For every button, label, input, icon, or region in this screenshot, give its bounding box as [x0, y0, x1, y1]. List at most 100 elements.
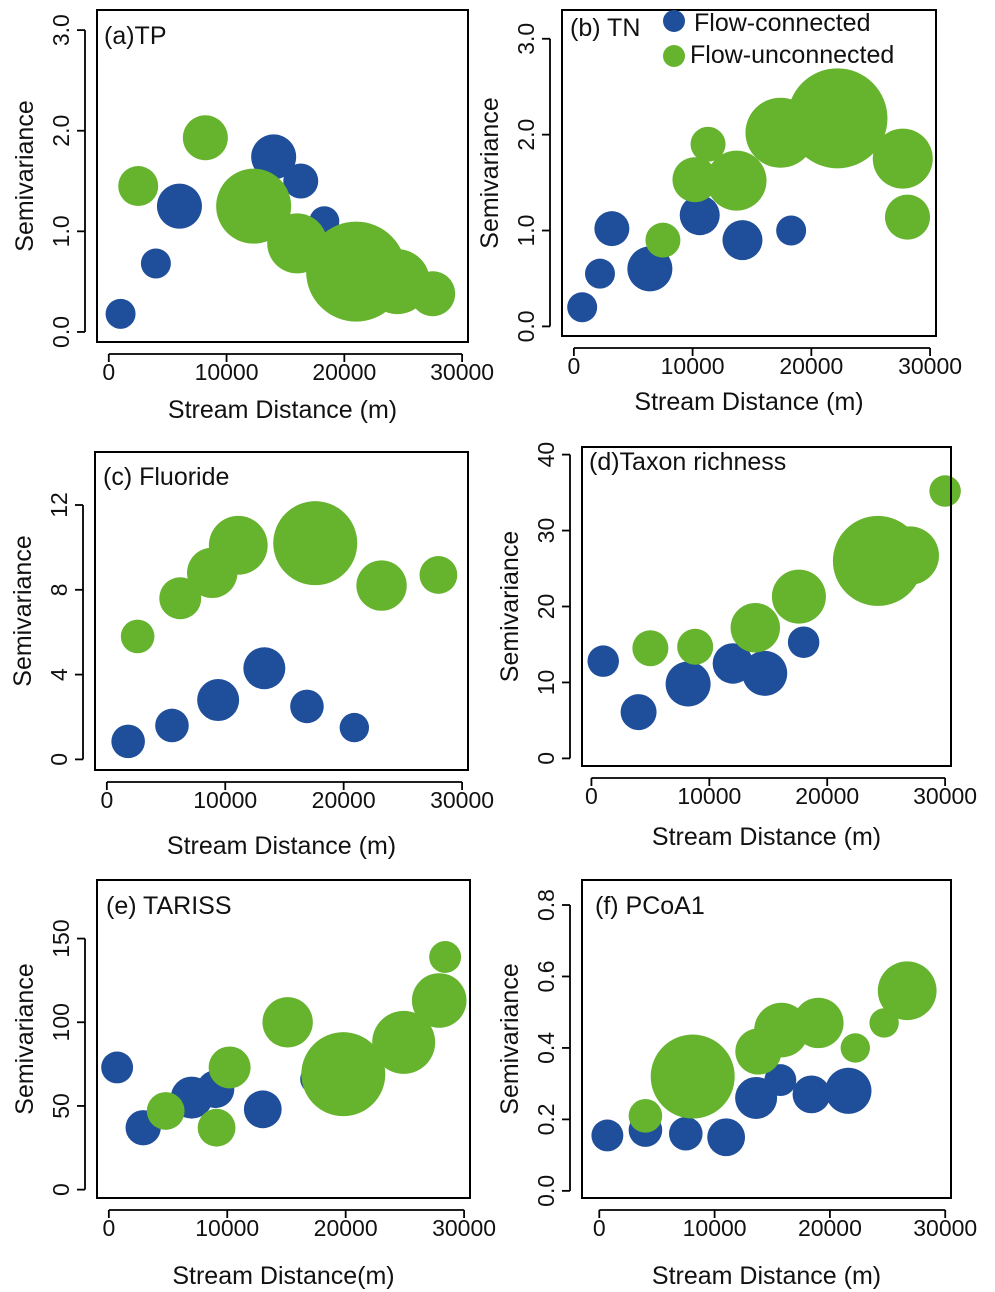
y-axis-title: Semivariance — [11, 100, 39, 251]
flow-connected-bubble — [290, 689, 324, 724]
y-tick-label: 4 — [46, 668, 72, 681]
flow-unconnected-bubble — [429, 941, 462, 973]
flow-unconnected-bubble — [690, 126, 726, 162]
flow-connected-bubble — [101, 1051, 134, 1084]
flow-connected-bubble — [155, 708, 189, 743]
flow-connected-bubble — [668, 1116, 703, 1151]
x-tick-label: 0 — [102, 359, 115, 385]
flow-unconnected-bubble — [197, 1108, 236, 1147]
y-axis: 0.0 1.0 2.0 3.0 — [513, 23, 551, 342]
flow-unconnected-bubble — [120, 619, 155, 654]
flow-connected-bubble — [776, 215, 807, 246]
panel-e: 0 10000 20000 30000 Stream Distance(m) 0 50 100… — [11, 879, 496, 1290]
flow-connected-bubble — [825, 1067, 872, 1114]
x-tick-label: 0 — [102, 1215, 115, 1241]
flow-unconnected-bubble — [118, 166, 159, 207]
flow-connected-bubble — [584, 258, 615, 289]
x-axis-title: Stream Distance (m) — [168, 396, 397, 424]
y-tick-label: 0.0 — [48, 316, 74, 348]
x-axis: 0 10000 20000 30000 — [100, 781, 494, 813]
panel-title: (e) TARISS — [106, 892, 232, 920]
x-tick-label: 30000 — [430, 787, 494, 813]
flow-unconnected-bubble — [146, 1092, 185, 1130]
flow-unconnected-bubble — [645, 222, 681, 258]
flow-unconnected-bubble — [650, 1034, 735, 1119]
flow-unconnected-bubble — [216, 168, 292, 244]
y-tick-label: 0.0 — [513, 310, 539, 342]
plot-frame — [96, 879, 471, 1199]
panel-a: 0 10000 20000 30000 Stream Distance (m) 0.0 1.… — [11, 9, 494, 424]
y-tick-label: 0.8 — [533, 889, 559, 921]
x-tick-label: 30000 — [913, 783, 977, 809]
y-tick-label: 10 — [533, 670, 559, 696]
flow-unconnected-bubble — [182, 115, 228, 161]
flow-connected-bubble — [594, 211, 630, 247]
panel-d: 0 10000 20000 30000 Stream Distance (m) 0 10 20… — [496, 442, 977, 851]
flow-unconnected-bubble — [706, 150, 767, 211]
plot-frame — [581, 879, 952, 1199]
panel-title: (f) PCoA1 — [595, 892, 705, 920]
y-tick-label: 50 — [48, 1093, 74, 1119]
flow-connected-bubble — [105, 298, 136, 329]
y-tick-label: 2.0 — [513, 119, 539, 151]
x-axis-title: Stream Distance(m) — [172, 1262, 394, 1290]
x-tick-label: 20000 — [779, 353, 843, 379]
x-tick-label: 20000 — [314, 1215, 378, 1241]
x-tick-label: 0 — [593, 1215, 606, 1241]
plot-frame — [581, 446, 952, 767]
y-tick-label: 40 — [533, 442, 559, 468]
x-tick-label: 20000 — [312, 359, 376, 385]
flow-unconnected-bubble — [411, 973, 467, 1028]
x-tick-label: 10000 — [195, 359, 259, 385]
x-axis: 0 10000 20000 30000 — [102, 353, 494, 385]
legend-label-flow-connected: Flow-connected — [694, 9, 870, 37]
x-tick-label: 0 — [585, 783, 598, 809]
flow-unconnected-bubble — [410, 271, 456, 317]
y-axis-title: Semivariance — [11, 963, 39, 1114]
flow-unconnected-bubble — [273, 501, 358, 586]
flow-unconnected-bubble — [301, 1032, 386, 1117]
flow-unconnected-bubble — [872, 128, 933, 189]
y-tick-label: 0.6 — [533, 960, 559, 992]
x-axis: 0 10000 20000 30000 — [567, 347, 962, 379]
flow-connected-bubble — [197, 679, 240, 722]
flow-unconnected-bubble — [632, 630, 669, 667]
flow-connected-bubble — [243, 647, 286, 690]
x-tick-label: 30000 — [898, 353, 962, 379]
y-tick-label: 8 — [46, 583, 72, 596]
x-tick-label: 10000 — [661, 353, 725, 379]
flow-unconnected-bubble — [793, 997, 844, 1049]
y-tick-label: 1.0 — [48, 215, 74, 247]
x-axis: 0 10000 20000 30000 — [585, 777, 977, 809]
x-tick-label: 10000 — [683, 1215, 747, 1241]
legend: Flow-connected Flow-unconnected — [663, 9, 894, 69]
y-tick-label: 2.0 — [48, 115, 74, 147]
flow-unconnected-bubble — [262, 997, 313, 1048]
legend-marker-flow-unconnected — [663, 45, 685, 67]
y-tick-label: 150 — [48, 919, 74, 957]
flow-unconnected-bubble — [356, 560, 407, 611]
legend-label-flow-unconnected: Flow-unconnected — [690, 41, 894, 69]
flow-connected-bubble — [707, 1118, 746, 1157]
x-tick-label: 0 — [100, 787, 113, 813]
flow-unconnected-bubble — [372, 1010, 436, 1074]
flow-connected-bubble — [679, 195, 720, 236]
flow-unconnected-bubble — [159, 577, 202, 620]
y-axis: 0 4 8 12 — [46, 492, 84, 766]
legend-marker-flow-connected — [663, 10, 685, 32]
y-axis-title: Semivariance — [496, 963, 524, 1114]
panel-b: 0 10000 20000 30000 Stream Distance (m) 0.0 1.… — [476, 9, 962, 416]
flow-connected-bubble — [665, 661, 711, 707]
flow-unconnected-bubble — [208, 515, 268, 575]
x-axis-title: Stream Distance (m) — [652, 823, 881, 851]
x-tick-label: 10000 — [193, 787, 257, 813]
flow-connected-bubble — [140, 248, 171, 279]
flow-unconnected-bubble — [208, 1046, 251, 1089]
x-tick-label: 0 — [567, 353, 580, 379]
y-tick-label: 1.0 — [513, 215, 539, 247]
y-tick-label: 0.4 — [533, 1032, 559, 1064]
panel-title: (a)TP — [104, 22, 167, 50]
flow-unconnected-bubble — [787, 68, 888, 169]
flow-unconnected-bubble — [880, 526, 939, 585]
flow-connected-bubble — [243, 1090, 282, 1129]
